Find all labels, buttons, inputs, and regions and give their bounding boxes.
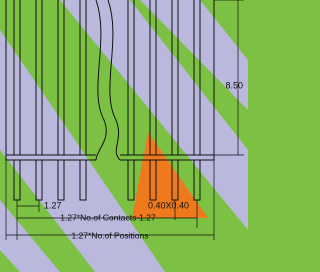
drawing: 8.50 1.27 0.40X0.40 1.27*No.of Contacts-… (0, 0, 248, 272)
contacts-width-label: 1.27*No.of Contacts-1.27 (60, 212, 156, 222)
positions-width-label: 1.27*No.of Positions (71, 230, 148, 240)
height-label: 8.50 (225, 80, 243, 90)
pin-size-label: 0.40X0.40 (148, 200, 189, 210)
pitch-label: 1.27 (44, 200, 62, 210)
